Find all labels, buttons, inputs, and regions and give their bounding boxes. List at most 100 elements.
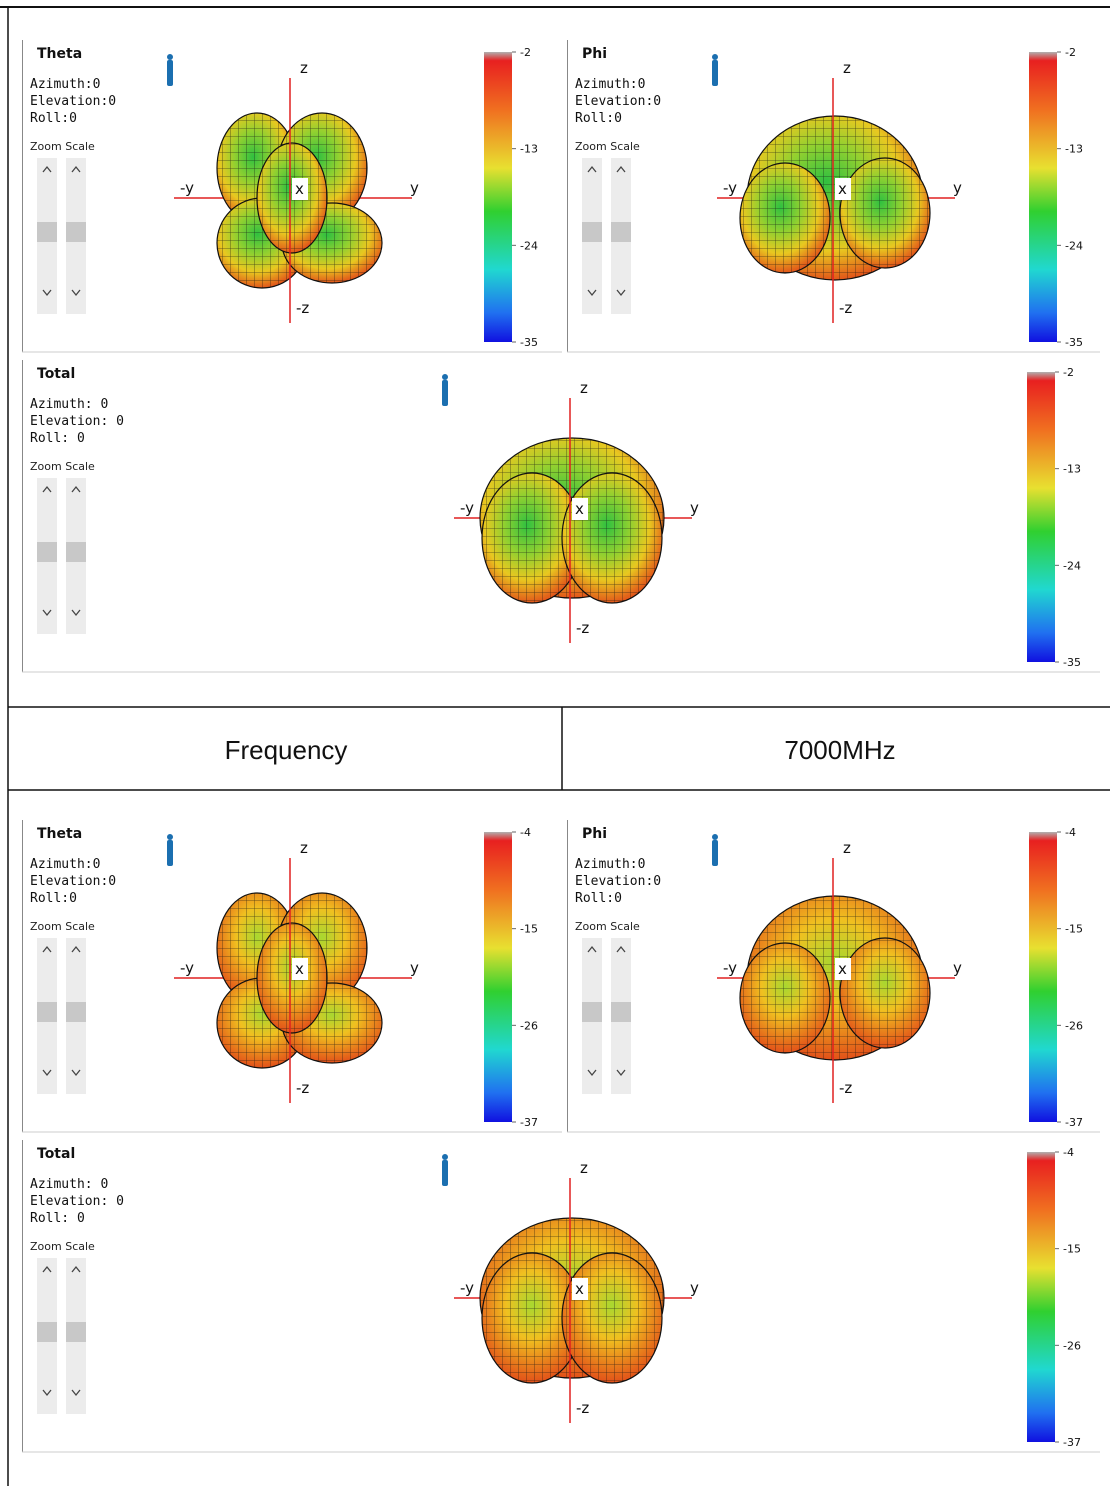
scroll-down-arrow: [42, 1069, 52, 1077]
orientation-text: Elevation:0: [30, 94, 116, 109]
scrollbar-thumb: [37, 222, 57, 242]
axis-label: -y: [723, 179, 737, 197]
zoom-scale-label: Zoom Scale: [30, 1240, 95, 1253]
orientation-icon: [167, 60, 173, 86]
pattern-mesh: [740, 163, 830, 273]
orientation-icon: [712, 54, 718, 60]
axis-label-box: [292, 178, 308, 200]
scroll-down-arrow: [616, 289, 626, 297]
axis-label: y: [690, 499, 699, 517]
axis-label: y: [410, 959, 419, 977]
axis-label: -z: [576, 619, 589, 637]
axis-label: x: [575, 1280, 584, 1298]
scroll-down-arrow: [42, 609, 52, 617]
orientation-icon: [712, 840, 718, 866]
colorbar-tick-label: -26: [520, 1019, 538, 1032]
colorbar-tick-label: -26: [1065, 1019, 1083, 1032]
orientation-text: Azimuth: 0: [30, 1177, 108, 1192]
orientation-icon: [167, 834, 173, 840]
axis-label: x: [838, 960, 847, 978]
colorbar-tick-label: -4: [1063, 1146, 1074, 1159]
orientation-icon: [712, 60, 718, 86]
panel-title: Total: [37, 366, 75, 382]
axis-label: y: [410, 179, 419, 197]
colorbar-tick-label: -4: [520, 826, 531, 839]
pattern-panel: Total Azimuth: 0 Elevation: 0 Roll: 0 Zoom S…: [22, 360, 1100, 673]
orientation-text: Roll:0: [30, 111, 77, 126]
axis-label-box: [292, 958, 308, 980]
colorbar-tick-label: -24: [1063, 559, 1081, 572]
colorbar-tick-label: -15: [1065, 923, 1083, 936]
pattern-panel: Phi Azimuth:0 Elevation:0 Roll:0 Zoom Scale z…: [567, 40, 1100, 353]
axis-label: z: [843, 839, 851, 857]
pattern-mesh: [740, 943, 830, 1053]
scroll-down-arrow: [587, 1069, 597, 1077]
scrollbar-thumb: [66, 1322, 86, 1342]
scrollbar-thumb: [66, 222, 86, 242]
scroll-up-arrow: [71, 485, 81, 493]
orientation-icon: [712, 834, 718, 840]
scroll-down-arrow: [71, 289, 81, 297]
colorbar-tick-label: -24: [1065, 239, 1083, 252]
scroll-down-arrow: [42, 1389, 52, 1397]
scroll-up-arrow: [616, 945, 626, 953]
axis-label: z: [300, 59, 308, 77]
scroll-down-arrow: [42, 289, 52, 297]
colorbar-tick-label: -37: [520, 1116, 538, 1129]
axis-label-box: [835, 178, 851, 200]
scrollbar-thumb: [611, 1002, 631, 1022]
axis-label: -y: [460, 1279, 474, 1297]
orientation-icon: [167, 840, 173, 866]
scroll-up-arrow: [71, 945, 81, 953]
zoom-scale-label: Zoom Scale: [575, 140, 640, 153]
axis-label-box: [572, 498, 588, 520]
scroll-up-arrow: [71, 1265, 81, 1273]
orientation-text: Roll: 0: [30, 431, 85, 446]
scroll-down-arrow: [71, 1069, 81, 1077]
colorbar-tick-label: -35: [1063, 656, 1081, 669]
orientation-icon: [442, 1154, 448, 1160]
axis-label: z: [300, 839, 308, 857]
orientation-icon: [442, 380, 448, 406]
colorbar-tick-label: -13: [1065, 143, 1083, 156]
axis-label: -y: [180, 959, 194, 977]
pattern-panel: Theta Azimuth:0 Elevation:0 Roll:0 Zoom Scal…: [22, 40, 562, 353]
zoom-scale-label: Zoom Scale: [30, 460, 95, 473]
colorbar: [484, 832, 512, 1122]
orientation-text: Elevation:0: [575, 94, 661, 109]
axis-label: y: [953, 959, 962, 977]
frequency-value: 7000MHz: [784, 735, 895, 765]
orientation-text: Azimuth:0: [30, 857, 100, 872]
frequency-label: Frequency: [225, 735, 348, 765]
colorbar-tick-label: -15: [1063, 1243, 1081, 1256]
axis-label-box: [835, 958, 851, 980]
scroll-up-arrow: [42, 1265, 52, 1273]
scroll-up-arrow: [616, 165, 626, 173]
axis-label: x: [295, 180, 304, 198]
panel-title: Theta: [37, 46, 82, 62]
scroll-down-arrow: [71, 609, 81, 617]
axis-label-box: [572, 1278, 588, 1300]
scrollbar-thumb: [37, 1002, 57, 1022]
scrollbar-thumb: [66, 542, 86, 562]
panel-title: Phi: [582, 826, 607, 842]
orientation-text: Azimuth:0: [575, 77, 645, 92]
colorbar: [1027, 1152, 1055, 1442]
scroll-up-arrow: [71, 165, 81, 173]
colorbar-tick-label: -2: [520, 46, 531, 59]
scroll-down-arrow: [616, 1069, 626, 1077]
orientation-icon: [442, 374, 448, 380]
orientation-text: Azimuth:0: [30, 77, 100, 92]
panel-title: Phi: [582, 46, 607, 62]
colorbar-tick-label: -13: [1063, 463, 1081, 476]
scrollbar-thumb: [37, 542, 57, 562]
zoom-scale-label: Zoom Scale: [575, 920, 640, 933]
axis-label: x: [838, 180, 847, 198]
scrollbar-thumb: [582, 1002, 602, 1022]
colorbar-tick-label: -24: [520, 239, 538, 252]
colorbar-tick-label: -15: [520, 923, 538, 936]
scrollbar-thumb: [37, 1322, 57, 1342]
colorbar-tick-label: -35: [520, 336, 538, 349]
